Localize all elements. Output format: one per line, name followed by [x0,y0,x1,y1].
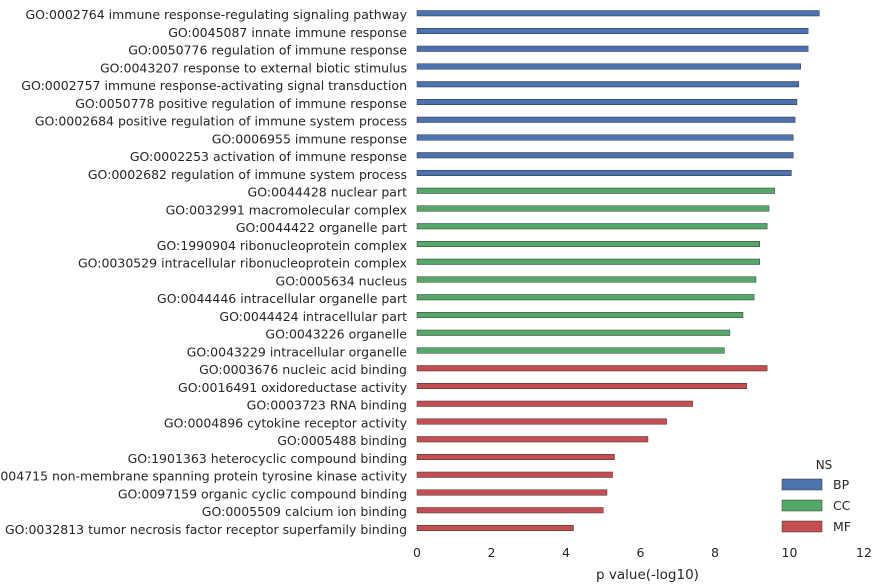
bar-bp [416,63,801,70]
bar-cc [416,276,757,283]
legend-label-cc: CC [833,498,851,513]
x-tick-label: 2 [488,545,496,560]
x-tick-label: 0 [413,545,421,560]
category-label: GO:0097159 organic cyclic compound bindi… [118,486,407,501]
category-label: GO:0005509 calcium ion binding [202,504,407,519]
bar-cc [416,187,775,194]
legend-swatch-mf [781,520,823,533]
legend-title: NS [816,458,833,472]
bar-bp [416,116,796,123]
category-label: GO:0032991 macromolecular complex [166,202,407,217]
category-label: GO:1990904 ribonucleoprotein complex [157,238,407,253]
category-label: GO:0043226 organelle [265,327,407,342]
bar-mf [416,436,649,443]
category-label: GO:0003676 nucleic acid binding [199,362,407,377]
category-label: GO:0005634 nucleus [276,273,407,288]
bar-bp [416,45,809,52]
x-tick-label: 6 [637,545,645,560]
legend-swatch-cc [781,499,823,512]
bar-bp [416,10,820,17]
bar-mf [416,383,747,389]
category-label: GO:0044428 nuclear part [248,185,408,200]
x-tick-label: 4 [562,545,570,560]
bar-cc [416,329,731,336]
category-label: GO:0004715 non-membrane spanning protein… [0,469,408,484]
bar-bp [416,99,798,105]
category-label: GO:0006955 immune response [212,131,408,146]
x-tick-label: 10 [782,545,798,560]
category-label: GO:0002684 positive regulation of immune… [35,114,407,129]
x-tick-label: 8 [711,545,719,560]
x-tick-label: 12 [856,545,872,560]
category-labels: GO:0002764 immune response-regulating si… [0,7,408,537]
bar-mf [416,365,768,372]
category-label: GO:0043207 response to external biotic s… [100,60,407,75]
category-label: GO:0002764 immune response-regulating si… [25,7,407,22]
bar-mf [416,400,693,407]
category-label: GO:0044424 intracellular part [219,309,407,324]
bar-mf [416,489,608,496]
category-label: GO:0002757 immune response-activating si… [21,78,407,93]
legend-label-mf: MF [833,519,851,534]
bar-mf [416,507,604,514]
legend: NS BP CC MF [781,458,851,534]
category-label: GO:0004896 cytokine receptor activity [164,415,408,430]
category-label: GO:0030529 intracellular ribonucleoprote… [78,256,407,271]
category-label: GO:0032813 tumor necrosis factor recepto… [5,522,407,537]
bar-mf [416,471,613,478]
bar-bp [416,152,794,159]
category-label: GO:0003723 RNA binding [247,398,407,413]
category-label: GO:0016491 oxidoreductase activity [178,380,408,395]
category-label: GO:1901363 heterocyclic compound binding [128,451,407,466]
category-label: GO:0002253 activation of immune response [130,149,407,164]
category-label: GO:0044446 intracellular organelle part [157,291,407,306]
category-label: GO:0045087 innate immune response [168,25,407,40]
category-label: GO:0043229 intracellular organelle [187,344,408,359]
bar-cc [416,258,760,265]
bar-cc [416,205,770,212]
bar-mf [416,418,667,425]
bar-cc [416,312,744,318]
x-axis-ticks: 0 2 4 6 8 10 12 [413,545,872,560]
category-label: GO:0002682 regulation of immune system p… [88,167,407,182]
category-label: GO:0044422 organelle part [236,220,407,235]
legend-label-bp: BP [833,477,850,492]
bar-cc [416,223,768,230]
category-label: GO:0005488 binding [277,433,407,448]
bar-mf [416,525,574,531]
x-axis-title: p value(-log10) [596,567,699,583]
bar-bp [416,134,794,141]
bar-bp [416,81,800,88]
category-label: GO:0050778 positive regulation of immune… [75,96,407,111]
legend-swatch-bp [781,478,823,491]
bar-mf [416,454,615,460]
bar-cc [416,294,755,301]
bar-cc [416,241,760,247]
bar-bp [416,170,792,176]
legend-items: BP CC MF [781,477,851,534]
bars [416,10,820,531]
bar-bp [416,28,809,34]
bar-cc [416,347,725,354]
category-label: GO:0050776 regulation of immune response [128,43,407,58]
